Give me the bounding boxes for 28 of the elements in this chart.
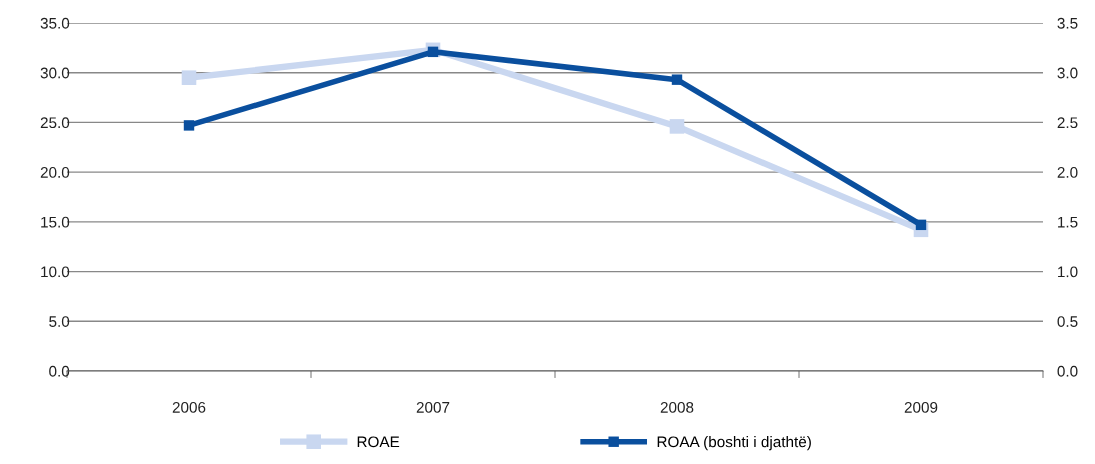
y2-tick-label: 1.0 — [1058, 266, 1078, 278]
legend-label: ROAA (boshti i djathtë) — [657, 436, 811, 451]
point — [183, 120, 195, 131]
y2-tick-label: 2.0 — [1057, 167, 1078, 178]
point — [427, 46, 439, 58]
x-tick-label: 2006 — [172, 401, 206, 413]
point — [915, 219, 927, 231]
point — [181, 70, 197, 85]
x-tick-label: 2009 — [904, 401, 938, 413]
y2-tick-label: 3.0 — [1057, 67, 1078, 79]
y2-tick-label: 2.5 — [1057, 117, 1078, 129]
point — [671, 74, 683, 85]
y-tick-label: 20.0 — [40, 167, 70, 178]
y2-tick-label: 0.5 — [1057, 316, 1078, 327]
y-tick-label: 0.0 — [49, 365, 70, 377]
y-tick-label: 15.0 — [41, 216, 70, 228]
y-tick-label: 35.0 — [40, 17, 70, 29]
y-tick-label: 30.0 — [40, 67, 70, 79]
y-tick-label: 5.0 — [49, 316, 70, 327]
y2-tick-label: 3.5 — [1057, 17, 1078, 29]
point — [669, 119, 685, 134]
y2-tick-label: 1.5 — [1058, 216, 1078, 228]
x-tick-label: 2008 — [660, 401, 694, 413]
x-tick-label: 2007 — [416, 401, 450, 413]
y2-tick-label: 0.0 — [1057, 365, 1078, 377]
legend-label: ROAE — [357, 436, 400, 448]
y-tick-label: 25.0 — [40, 117, 70, 129]
y-tick-label: 10.0 — [41, 266, 70, 278]
